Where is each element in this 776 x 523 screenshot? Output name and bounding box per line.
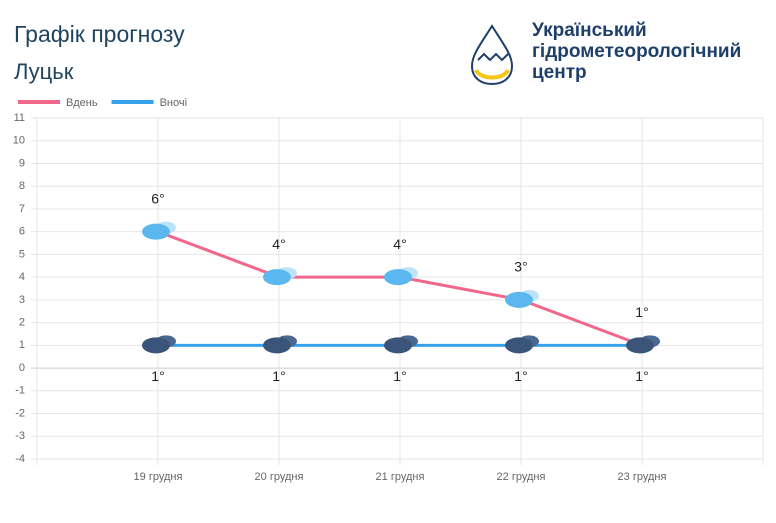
legend-swatch [111,100,154,104]
y-tick-label: -2 [15,407,25,419]
value-label: 1° [635,368,648,384]
value-label: 6° [151,190,164,206]
value-label: 4° [393,236,406,252]
y-tick-label: 3 [19,294,25,306]
weather-icon [384,335,418,354]
y-tick-label: 2 [19,317,25,329]
cloud [263,269,291,286]
weather-icon [142,335,176,354]
cloud [626,337,654,354]
cloud [142,223,170,240]
weather-icon [626,335,660,354]
y-tick-label: 8 [19,180,25,192]
weather-icon [384,267,418,286]
y-tick-label: -4 [15,453,25,465]
y-tick-label: 9 [19,157,25,169]
legend-label: Вночі [160,97,187,109]
weather-icon [505,289,539,308]
y-tick-label: 11 [14,112,25,124]
value-label: 1° [393,368,406,384]
cloud [384,337,412,354]
x-tick-label: 20 грудня [255,471,304,483]
legend-swatch [18,100,60,104]
y-tick-label: 10 [13,135,25,147]
subtitle: Луцьк [14,59,74,84]
cloud [384,269,412,286]
weather-icon [263,335,297,354]
x-tick-label: 23 грудня [618,471,667,483]
y-tick-label: -1 [15,385,25,397]
title: Графік прогнозу [14,21,185,47]
org-name: гідрометеорологічний [532,41,741,62]
y-tick-label: 5 [19,248,25,260]
cloud [505,291,533,308]
value-label: 4° [272,236,285,252]
cloud [142,337,170,354]
logo [470,24,514,86]
y-tick-label: 1 [19,339,25,351]
value-label: 1° [151,368,164,384]
cloud [263,337,291,354]
weather-icon [142,221,176,240]
value-label: 1° [514,368,527,384]
legend-label: Вдень [66,97,98,109]
org-name: центр [532,62,587,83]
y-tick-label: 7 [19,203,25,215]
value-label: 1° [272,368,285,384]
cloud [505,337,533,354]
weather-icon [263,267,297,286]
y-tick-label: -3 [15,430,25,442]
value-label: 1° [635,304,648,320]
y-tick-label: 4 [19,271,25,283]
x-tick-label: 21 грудня [376,471,425,483]
value-label: 3° [514,259,527,275]
org-name: Український [532,20,647,41]
x-tick-label: 19 грудня [134,471,183,483]
y-tick-label: 6 [19,226,25,238]
y-tick-label: 0 [19,362,25,374]
weather-icon [505,335,539,354]
x-tick-label: 22 грудня [497,471,546,483]
